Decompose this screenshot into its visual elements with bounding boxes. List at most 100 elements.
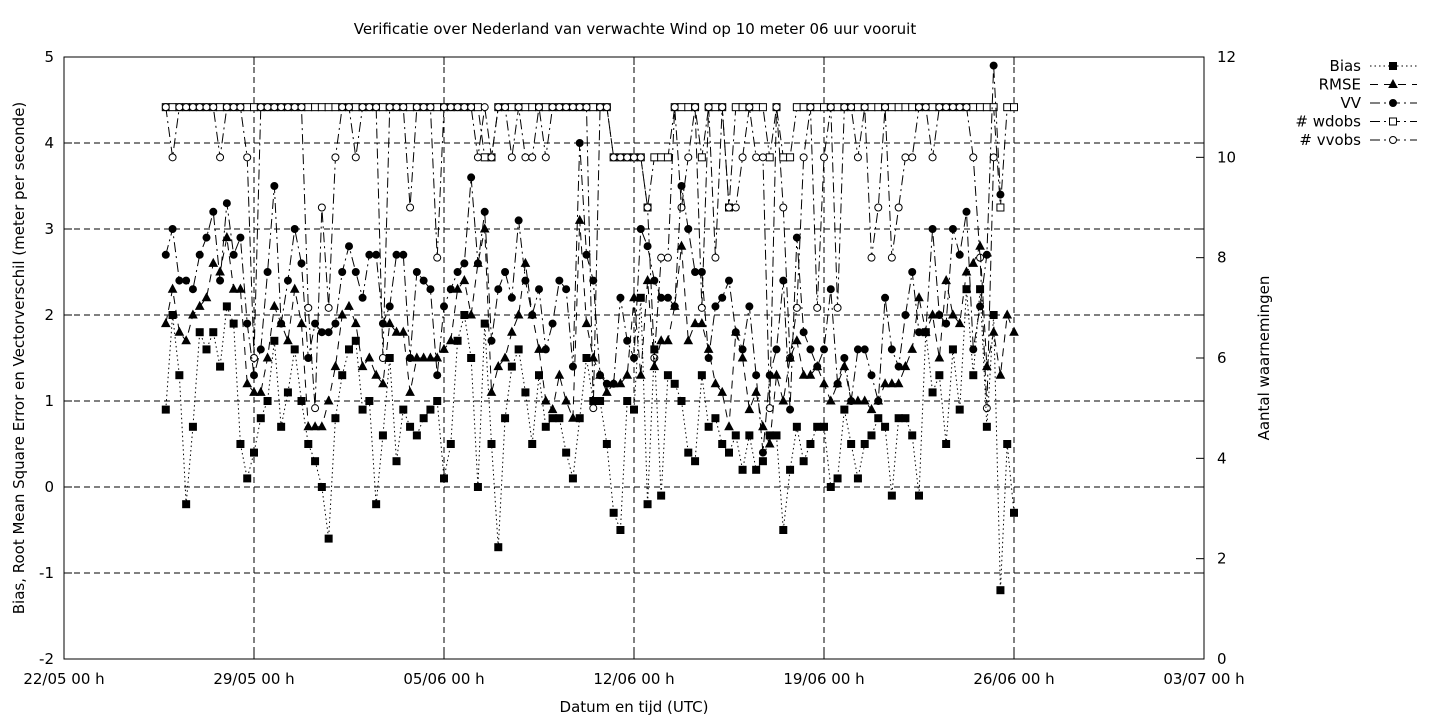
series-rmse	[160, 214, 1019, 448]
y-tick-label: -1	[39, 564, 54, 582]
rmse-point	[222, 232, 232, 242]
vv-point	[575, 139, 584, 147]
bias-point	[168, 311, 177, 319]
vv-point	[894, 362, 903, 371]
series-bias	[161, 285, 1018, 595]
vv-point	[331, 319, 340, 328]
vvobs-point	[908, 153, 917, 162]
vv-point	[921, 328, 930, 337]
bias-point	[541, 422, 550, 431]
rmse-point	[649, 361, 660, 371]
rmse-point	[961, 266, 972, 276]
vvobs-point	[250, 354, 258, 362]
bias-point	[372, 500, 381, 509]
vvobs-point	[507, 153, 516, 162]
bias-point	[256, 414, 265, 423]
vv-point	[596, 371, 605, 380]
rmse-point	[445, 335, 456, 345]
bias-point	[351, 336, 360, 345]
rmse-point	[676, 240, 687, 250]
rmse-point	[310, 421, 320, 431]
rmse-point	[486, 386, 497, 396]
bias-point	[501, 414, 510, 423]
vvobs-point	[575, 103, 584, 112]
bias-point	[704, 422, 713, 431]
x-tick-label: 22/05 00 h	[23, 670, 104, 688]
vvobs-point	[338, 103, 347, 112]
rmse-point	[1009, 326, 1019, 336]
legend-entry-vvobs: # vvobs	[1299, 131, 1417, 149]
rmse-point	[893, 378, 904, 388]
vvobs-point	[725, 203, 733, 212]
wdobs-line	[165, 106, 1014, 208]
vvobs-point	[718, 103, 727, 112]
vv-point	[222, 199, 231, 208]
y2-tick-label: 0	[1217, 650, 1227, 668]
vv-point	[691, 268, 700, 276]
vv-point	[535, 285, 543, 294]
rmse-point	[554, 369, 565, 379]
bias-point	[399, 405, 408, 414]
vv-point	[738, 345, 747, 354]
wdobs-point	[507, 103, 516, 112]
x-tick-label: 29/05 00 h	[213, 670, 294, 688]
wdobs-point	[976, 103, 985, 112]
rmse-point	[798, 369, 809, 379]
vv-point	[412, 268, 421, 276]
vvobs-point	[548, 103, 557, 112]
y-tick-label: 0	[44, 478, 54, 496]
wdobs-point	[304, 103, 313, 112]
vvobs-point	[453, 103, 462, 112]
rmse-point	[167, 283, 178, 293]
wdobs-point	[799, 103, 808, 112]
vvobs-point	[921, 103, 930, 112]
vv-point	[419, 276, 428, 285]
vvobs-point	[806, 103, 815, 112]
vvobs-point	[406, 203, 415, 212]
rmse-point	[412, 352, 422, 362]
rmse-point	[792, 335, 802, 345]
vvobs-point	[188, 103, 197, 112]
bias-point	[222, 302, 231, 311]
vv-point	[582, 250, 591, 259]
rmse-point	[357, 361, 368, 371]
vvobs-point	[677, 203, 686, 212]
vv-point	[826, 285, 835, 294]
bias-point	[385, 354, 394, 362]
rmse-point	[941, 275, 951, 285]
wdobs-point	[677, 103, 686, 112]
bias-point	[847, 440, 856, 448]
vv-point	[270, 182, 279, 190]
x-tick-label: 03/07 00 h	[1163, 670, 1244, 688]
bias-point	[338, 371, 347, 380]
vvobs-point	[168, 153, 177, 162]
wdobs-point	[480, 153, 489, 162]
vvobs-point	[345, 103, 353, 112]
vvobs-point	[881, 103, 890, 112]
x-tick-label: 05/06 00 h	[403, 670, 484, 688]
vvobs-point	[446, 103, 455, 112]
bias-point	[799, 457, 808, 466]
vvobs-point	[609, 153, 618, 162]
wdobs-point	[874, 103, 883, 112]
y2-tick-label: 4	[1217, 449, 1227, 467]
vv-point	[188, 285, 197, 294]
vvobs-point	[270, 103, 279, 112]
y2-axis-label: Aantal waarnemingen	[1255, 276, 1273, 441]
vvobs-point	[982, 404, 991, 413]
vvobs-point	[928, 153, 937, 162]
bias-point	[826, 483, 835, 491]
vvobs-point	[820, 153, 828, 162]
bias-point	[582, 354, 591, 362]
y2-tick-label: 6	[1217, 349, 1227, 367]
bias-point	[813, 422, 822, 431]
bias-point	[772, 431, 781, 440]
vvobs-point	[779, 203, 788, 212]
vv-point	[657, 293, 666, 302]
vv-point	[820, 345, 828, 354]
bias-point	[881, 422, 890, 431]
vv-point	[338, 268, 347, 276]
y-tick-label: 2	[44, 306, 54, 324]
